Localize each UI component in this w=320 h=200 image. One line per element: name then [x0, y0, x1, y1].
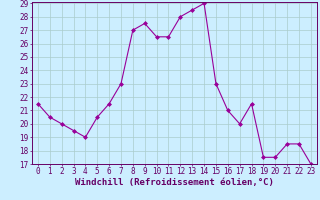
X-axis label: Windchill (Refroidissement éolien,°C): Windchill (Refroidissement éolien,°C) [75, 178, 274, 187]
